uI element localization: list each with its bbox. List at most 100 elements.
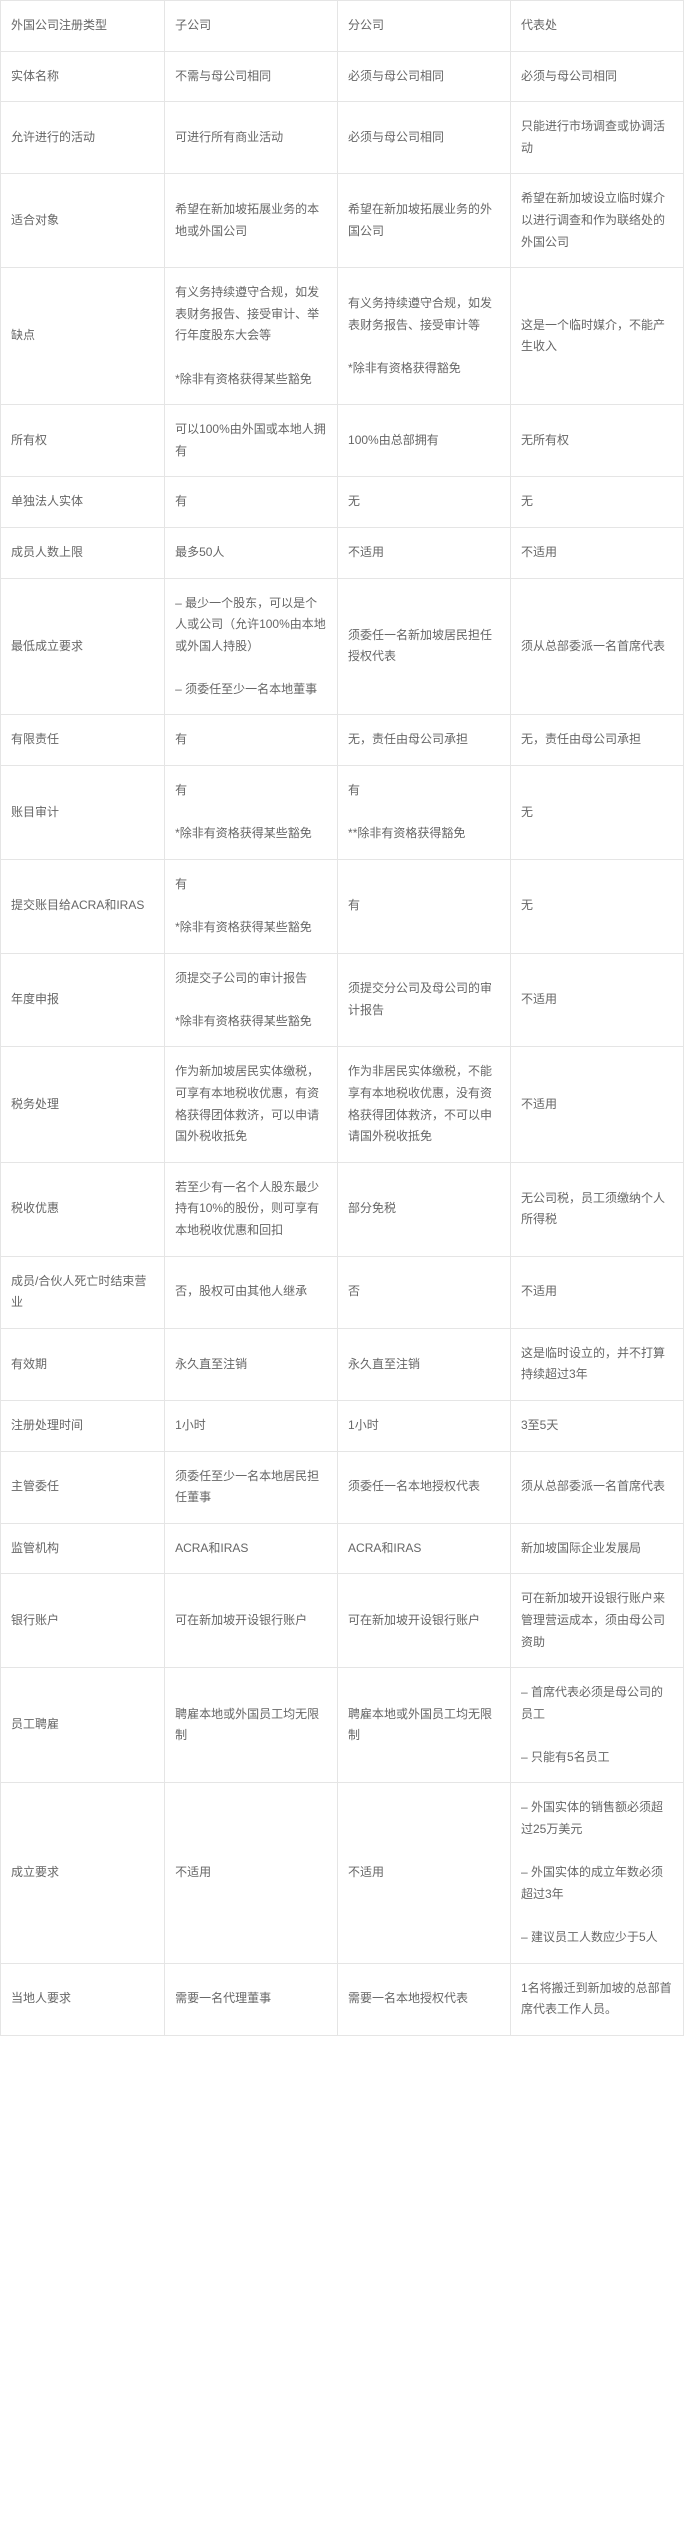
table-row: 所有权可以100%由外国或本地人拥有100%由总部拥有无所有权 [1,405,684,477]
table-row: 成立要求不适用不适用– 外国实体的销售额必须超过25万美元 – 外国实体的成立年… [1,1783,684,1963]
cell: 否 [338,1256,511,1328]
cell: 不适用 [511,1256,684,1328]
row-label: 税务处理 [1,1047,165,1162]
cell: 希望在新加坡设立临时媒介以进行调查和作为联络处的外国公司 [511,174,684,268]
cell: 聘雇本地或外国员工均无限制 [165,1668,338,1783]
cell: 须从总部委派一名首席代表 [511,1451,684,1523]
table-row: 监管机构ACRA和IRASACRA和IRAS新加坡国际企业发展局 [1,1523,684,1574]
table-row: 主管委任须委任至少一名本地居民担任董事须委任一名本地授权代表须从总部委派一名首席… [1,1451,684,1523]
cell: 有 [165,715,338,766]
table-row: 提交账目给ACRA和IRAS有 *除非有资格获得某些豁免有无 [1,859,684,953]
cell: 须从总部委派一名首席代表 [511,578,684,715]
row-label: 最低成立要求 [1,578,165,715]
table-row: 缺点有义务持续遵守合规，如发表财务报告、接受审计、举行年度股东大会等 *除非有资… [1,268,684,405]
cell: 须提交子公司的审计报告 *除非有资格获得某些豁免 [165,953,338,1047]
comparison-table: 外国公司注册类型 子公司 分公司 代表处 实体名称不需与母公司相同必须与母公司相… [0,0,684,2036]
cell: 可在新加坡开设银行账户 [338,1574,511,1668]
cell: 需要一名本地授权代表 [338,1963,511,2035]
cell: 永久直至注销 [338,1328,511,1400]
row-label: 注册处理时间 [1,1400,165,1451]
row-label: 成员/合伙人死亡时结束营业 [1,1256,165,1328]
cell: 不需与母公司相同 [165,51,338,102]
cell: 有 [165,477,338,528]
cell: 无 [338,477,511,528]
cell: 无，责任由母公司承担 [511,715,684,766]
row-label: 账目审计 [1,766,165,860]
cell: 有义务持续遵守合规，如发表财务报告、接受审计等 *除非有资格获得豁免 [338,268,511,405]
table-row: 允许进行的活动可进行所有商业活动必须与母公司相同只能进行市场调查或协调活动 [1,102,684,174]
table-row: 员工聘雇聘雇本地或外国员工均无限制聘雇本地或外国员工均无限制– 首席代表必须是母… [1,1668,684,1783]
row-label: 员工聘雇 [1,1668,165,1783]
table-row: 成员人数上限最多50人不适用不适用 [1,527,684,578]
cell: 可进行所有商业活动 [165,102,338,174]
col-header-rep: 代表处 [511,1,684,52]
cell: 可在新加坡开设银行账户 [165,1574,338,1668]
cell: – 最少一个股东，可以是个人或公司（允许100%由本地或外国人持股） – 须委任… [165,578,338,715]
cell: 须委任至少一名本地居民担任董事 [165,1451,338,1523]
cell: 不适用 [165,1783,338,1963]
cell: 若至少有一名个人股东最少持有10%的股份，则可享有本地税收优惠和回扣 [165,1162,338,1256]
table-row: 当地人要求需要一名代理董事需要一名本地授权代表1名将搬迁到新加坡的总部首席代表工… [1,1963,684,2035]
col-header-type: 外国公司注册类型 [1,1,165,52]
table-row: 最低成立要求– 最少一个股东，可以是个人或公司（允许100%由本地或外国人持股）… [1,578,684,715]
cell: – 外国实体的销售额必须超过25万美元 – 外国实体的成立年数必须超过3年 – … [511,1783,684,1963]
cell: 有义务持续遵守合规，如发表财务报告、接受审计、举行年度股东大会等 *除非有资格获… [165,268,338,405]
table-row: 单独法人实体有无无 [1,477,684,528]
cell: 只能进行市场调查或协调活动 [511,102,684,174]
table-row: 税收优惠若至少有一名个人股东最少持有10%的股份，则可享有本地税收优惠和回扣部分… [1,1162,684,1256]
row-label: 所有权 [1,405,165,477]
row-label: 适合对象 [1,174,165,268]
cell: 3至5天 [511,1400,684,1451]
cell: 不适用 [338,1783,511,1963]
table-row: 银行账户可在新加坡开设银行账户可在新加坡开设银行账户可在新加坡开设银行账户来管理… [1,1574,684,1668]
cell: 否，股权可由其他人继承 [165,1256,338,1328]
row-label: 实体名称 [1,51,165,102]
row-label: 监管机构 [1,1523,165,1574]
cell: 需要一名代理董事 [165,1963,338,2035]
table-row: 有效期永久直至注销永久直至注销这是临时设立的，并不打算持续超过3年 [1,1328,684,1400]
row-label: 银行账户 [1,1574,165,1668]
cell: 1名将搬迁到新加坡的总部首席代表工作人员。 [511,1963,684,2035]
table-row: 年度申报须提交子公司的审计报告 *除非有资格获得某些豁免须提交分公司及母公司的审… [1,953,684,1047]
table-body: 实体名称不需与母公司相同必须与母公司相同必须与母公司相同允许进行的活动可进行所有… [1,51,684,2035]
cell: 可以100%由外国或本地人拥有 [165,405,338,477]
cell: 不适用 [511,1047,684,1162]
cell: 不适用 [511,527,684,578]
table-row: 税务处理作为新加坡居民实体缴税，可享有本地税收优惠，有资格获得团体救济，可以申请… [1,1047,684,1162]
cell: ACRA和IRAS [165,1523,338,1574]
cell: 必须与母公司相同 [338,102,511,174]
row-label: 有效期 [1,1328,165,1400]
cell: 须委任一名新加坡居民担任授权代表 [338,578,511,715]
cell: 不适用 [511,953,684,1047]
row-label: 成员人数上限 [1,527,165,578]
col-header-branch: 分公司 [338,1,511,52]
cell: 永久直至注销 [165,1328,338,1400]
cell: 部分免税 [338,1162,511,1256]
table-row: 注册处理时间1小时1小时3至5天 [1,1400,684,1451]
cell: 1小时 [338,1400,511,1451]
cell: 1小时 [165,1400,338,1451]
row-label: 单独法人实体 [1,477,165,528]
cell: 无所有权 [511,405,684,477]
cell: 这是临时设立的，并不打算持续超过3年 [511,1328,684,1400]
cell: 作为非居民实体缴税，不能享有本地税收优惠，没有资格获得团体救济，不可以申请国外税… [338,1047,511,1162]
row-label: 缺点 [1,268,165,405]
cell: 有 *除非有资格获得某些豁免 [165,859,338,953]
row-label: 提交账目给ACRA和IRAS [1,859,165,953]
cell: 新加坡国际企业发展局 [511,1523,684,1574]
cell: 无 [511,766,684,860]
table-row: 成员/合伙人死亡时结束营业否，股权可由其他人继承否不适用 [1,1256,684,1328]
row-label: 年度申报 [1,953,165,1047]
cell: 这是一个临时媒介，不能产生收入 [511,268,684,405]
table-row: 适合对象希望在新加坡拓展业务的本地或外国公司希望在新加坡拓展业务的外国公司希望在… [1,174,684,268]
cell: 无 [511,477,684,528]
cell: 须委任一名本地授权代表 [338,1451,511,1523]
cell: 无 [511,859,684,953]
cell: 无公司税，员工须缴纳个人所得税 [511,1162,684,1256]
cell: 聘雇本地或外国员工均无限制 [338,1668,511,1783]
row-label: 主管委任 [1,1451,165,1523]
cell: 无，责任由母公司承担 [338,715,511,766]
col-header-sub: 子公司 [165,1,338,52]
cell: – 首席代表必须是母公司的员工 – 只能有5名员工 [511,1668,684,1783]
cell: 必须与母公司相同 [511,51,684,102]
